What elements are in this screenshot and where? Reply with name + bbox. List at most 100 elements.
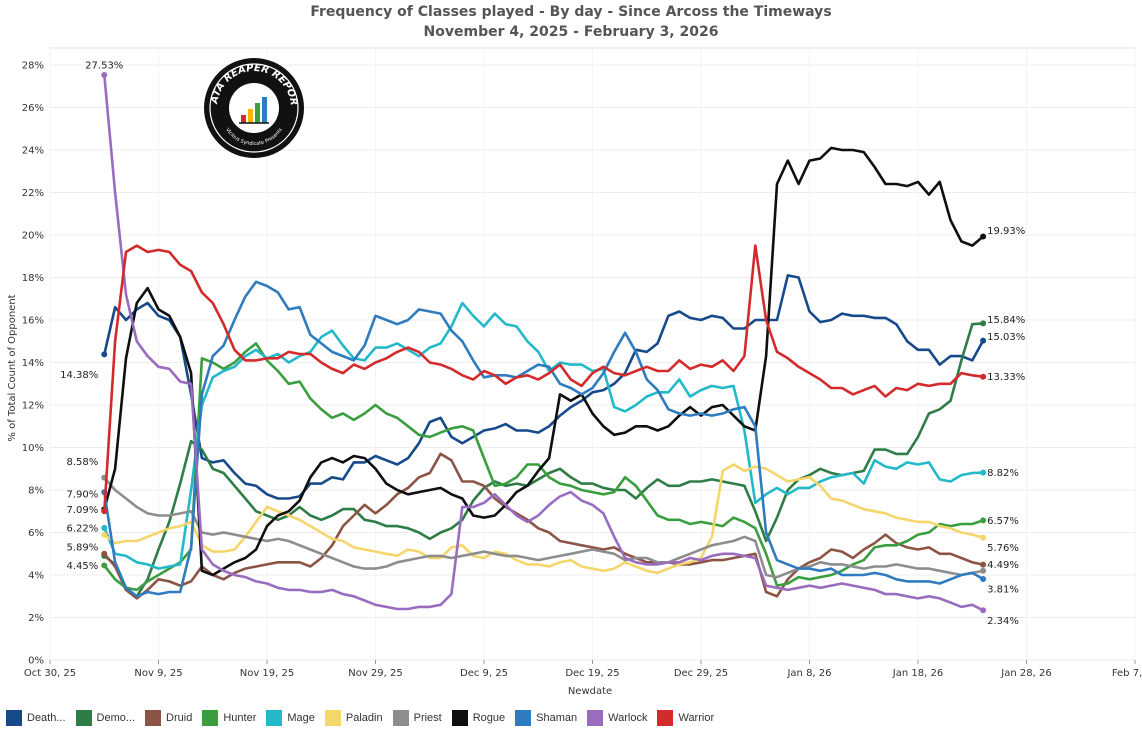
legend-item-priest[interactable]: Priest <box>392 710 442 726</box>
start-point-druid <box>101 550 108 557</box>
series-lines <box>101 71 987 614</box>
legend-swatch <box>515 710 532 726</box>
legend-item-warlock[interactable]: Warlock <box>587 710 647 726</box>
legend-label: Hunter <box>223 712 257 724</box>
start-label-warlock: 27.53% <box>85 60 123 71</box>
legend-swatch <box>451 710 468 726</box>
end-point-hunter <box>980 517 987 524</box>
legend-label: Warrior <box>678 712 715 724</box>
legend-swatch <box>145 710 162 726</box>
legend-item-paladin[interactable]: Paladin <box>324 710 383 726</box>
end-label-paladin: 5.76% <box>987 543 1019 554</box>
line-chart: 0% 2% 4% 6% 8% 10% 12% 14% 16% 18% 20% 22% 24% 26% 28%… <box>7 47 1142 697</box>
end-point-shaman <box>980 576 987 583</box>
end-point-mage <box>980 469 987 476</box>
data-labels: 14.38% 15.03% 15.84% 4.49% 4.45% 6.57% 6.22% 8.… <box>60 60 1025 626</box>
legend-item-demo[interactable]: Demo... <box>75 710 136 726</box>
y-axis-label: % of Total Count of Opponent <box>7 294 18 441</box>
start-label-hunter: 4.45% <box>66 561 98 572</box>
y-tick-label: 26% <box>22 103 44 114</box>
y-tick-label: 4% <box>28 571 44 582</box>
end-label-rogue: 19.93% <box>987 226 1025 237</box>
end-point-warrior <box>980 373 987 380</box>
series-line-warrior <box>103 244 984 512</box>
end-label-mage: 8.82% <box>987 468 1019 479</box>
x-tick-label: Dec 9, 25 <box>460 668 508 679</box>
legend-item-warrior[interactable]: Warrior <box>657 710 714 726</box>
legend-label: Death... <box>27 712 66 724</box>
start-label-death: 14.38% <box>60 370 98 381</box>
x-tick-label: Feb 7, 26 <box>1112 668 1142 679</box>
y-tick-label: 20% <box>22 231 44 242</box>
axes: 0% 2% 4% 6% 8% 10% 12% 14% 16% 18% 20% 22% 24% 26% 28%… <box>22 61 1142 680</box>
legend-swatch <box>75 710 92 726</box>
chart-title: Frequency of Classes played - By day - S… <box>310 4 832 20</box>
y-tick-label: 6% <box>28 528 44 539</box>
series-line-demo <box>103 322 984 598</box>
start-point-mage <box>101 524 108 531</box>
start-point-hunter <box>101 562 108 569</box>
x-tick-label: Nov 19, 25 <box>240 668 295 679</box>
y-tick-label: 8% <box>28 486 44 497</box>
legend-swatch <box>266 710 283 726</box>
legend-label: Shaman <box>536 712 578 724</box>
end-label-demo: 15.84% <box>987 315 1025 326</box>
y-tick-label: 16% <box>22 316 44 327</box>
legend-swatch <box>202 710 219 726</box>
legend-label: Paladin <box>345 712 383 724</box>
start-label-paladin: 5.89% <box>66 542 98 553</box>
y-tick-label: 28% <box>22 61 44 72</box>
y-tick-label: 14% <box>22 358 44 369</box>
x-tick-label: Jan 8, 26 <box>786 668 831 679</box>
x-tick-label: Jan 28, 26 <box>1000 668 1051 679</box>
chart-subtitle: November 4, 2025 - February 3, 2026 <box>423 24 719 40</box>
end-point-priest <box>980 567 987 574</box>
start-point-warrior <box>101 508 108 515</box>
legend-label: Warlock <box>608 712 648 724</box>
y-tick-label: 0% <box>28 656 44 667</box>
legend-swatch <box>587 710 604 726</box>
series-line-priest <box>103 476 984 579</box>
legend-item-death[interactable]: Death... <box>6 710 66 726</box>
x-tick-label: Dec 29, 25 <box>674 668 728 679</box>
end-label-hunter: 6.57% <box>987 516 1019 527</box>
y-tick-label: 22% <box>22 188 44 199</box>
start-label-rogue: 7.09% <box>66 505 98 516</box>
x-axis-label: Newdate <box>568 686 612 697</box>
end-point-death <box>980 337 987 344</box>
legend-item-rogue[interactable]: Rogue <box>451 710 506 726</box>
y-tick-label: 18% <box>22 273 44 284</box>
start-label-shaman: 7.90% <box>66 490 98 501</box>
start-point-warlock <box>101 71 108 78</box>
legend-item-hunter[interactable]: Hunter <box>202 710 256 726</box>
start-point-death <box>101 351 108 358</box>
legend-swatch <box>392 710 409 726</box>
legend-swatch <box>6 710 22 726</box>
y-tick-label: 12% <box>22 401 44 412</box>
y-tick-label: 10% <box>22 443 44 454</box>
x-tick-label: Nov 29, 25 <box>348 668 403 679</box>
series-line-death <box>103 274 985 500</box>
end-point-paladin <box>980 534 987 541</box>
x-tick-label: Nov 9, 25 <box>134 668 182 679</box>
legend-label: Demo... <box>96 712 136 724</box>
y-tick-label: 2% <box>28 613 44 624</box>
start-label-priest: 8.58% <box>66 457 98 468</box>
end-point-rogue <box>980 233 987 240</box>
series-line-rogue <box>103 146 984 577</box>
series-line-druid <box>103 452 984 600</box>
end-point-demo <box>980 320 987 327</box>
legend-item-mage[interactable]: Mage <box>266 710 315 726</box>
start-point-paladin <box>101 531 108 538</box>
end-point-warlock <box>980 607 987 614</box>
legend-label: Druid <box>166 712 193 724</box>
end-point-druid <box>980 561 987 568</box>
series-line-hunter <box>103 342 984 592</box>
legend-item-druid[interactable]: Druid <box>145 710 192 726</box>
series-line-warlock <box>103 74 984 612</box>
x-tick-label: Oct 30, 25 <box>24 668 76 679</box>
end-label-shaman: 3.81% <box>987 585 1019 596</box>
series-line-mage <box>103 301 984 570</box>
legend-item-shaman[interactable]: Shaman <box>515 710 577 726</box>
legend-label: Rogue <box>472 712 506 724</box>
